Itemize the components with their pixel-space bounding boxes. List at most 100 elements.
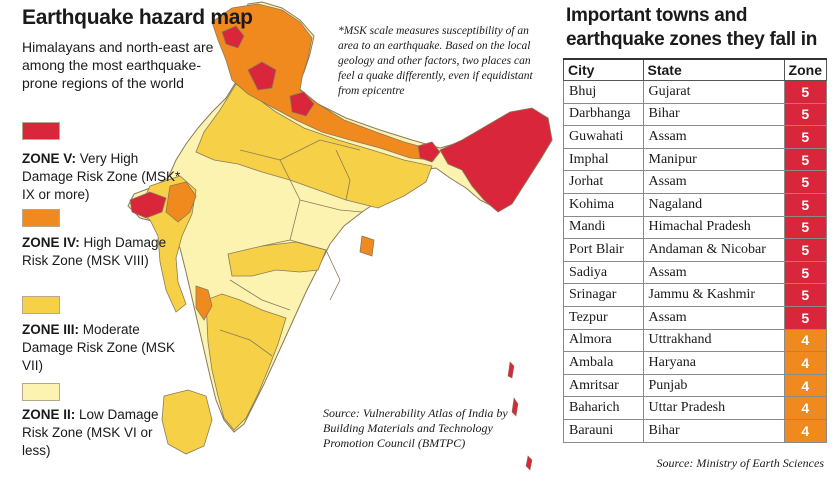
city-cell: Sadiya bbox=[563, 260, 644, 285]
table-row: Guwahati Assam 5 bbox=[563, 125, 828, 149]
state-cell: Punjab bbox=[642, 373, 785, 398]
map-source: Source: Vulnerability Atlas of India by … bbox=[323, 406, 508, 450]
zone-cell: 5 bbox=[783, 80, 828, 104]
zone-cell: 4 bbox=[783, 396, 828, 420]
map-zone-5-kashmir bbox=[221, 25, 245, 49]
zone-cell: 4 bbox=[783, 328, 828, 353]
zone-cell: 4 bbox=[783, 351, 828, 375]
city-cell: Jorhat bbox=[563, 170, 644, 194]
msk-footnote: *MSK scale measures susceptibility of an… bbox=[338, 25, 533, 97]
state-cell: Bihar bbox=[642, 102, 785, 127]
legend-zone-5-desc: Very High Damage Risk Zone (MSK* IX or m… bbox=[22, 151, 181, 202]
zone-cell: 5 bbox=[783, 260, 828, 285]
column-header-state: State bbox=[642, 58, 785, 81]
map-zone-4-gujarat bbox=[165, 181, 197, 223]
city-cell: Barauni bbox=[563, 418, 644, 443]
state-cell: Jammu & Kashmir bbox=[642, 283, 785, 307]
city-cell: Darbhanga bbox=[563, 102, 644, 127]
state-cell: Uttrakhand bbox=[642, 328, 785, 353]
map-zone-5-himachal bbox=[247, 61, 277, 91]
state-cell: Andaman & Nicobar bbox=[642, 238, 785, 262]
map-zone-4-north bbox=[211, 3, 435, 161]
table-row: Srinagar Jammu & Kashmir 5 bbox=[563, 283, 828, 307]
state-cell: Bihar bbox=[642, 418, 785, 443]
table-row: Bhuj Gujarat 5 bbox=[563, 80, 828, 104]
city-cell: Kohima bbox=[563, 192, 644, 217]
city-cell: Guwahati bbox=[563, 125, 644, 149]
zone-cell: 4 bbox=[783, 418, 828, 443]
city-cell: Imphal bbox=[563, 147, 644, 172]
table-row: Imphal Manipur 5 bbox=[563, 147, 828, 172]
legend-zone-5-label: ZONE V: bbox=[22, 151, 77, 166]
map-zone-3-south bbox=[205, 293, 287, 431]
map-zone-5-northeast bbox=[439, 107, 553, 213]
legend-swatch-zone-3 bbox=[22, 296, 60, 314]
zone-cell: 5 bbox=[783, 305, 828, 330]
map-zone-3-north bbox=[195, 83, 433, 209]
map-zone-5-andaman bbox=[507, 361, 533, 471]
legend-item-zone-5: ZONE V: Very High Damage Risk Zone (MSK*… bbox=[22, 150, 182, 204]
table-row: Mandi Himachal Pradesh 5 bbox=[563, 215, 828, 240]
column-header-zone: Zone bbox=[783, 58, 828, 81]
legend-zone-2-desc: Low Damage Risk Zone (MSK VI or less) bbox=[22, 407, 159, 458]
legend-zone-2-label: ZONE II: bbox=[22, 407, 76, 422]
map-zone-5-bihar bbox=[417, 141, 441, 163]
state-cell: Haryana bbox=[642, 351, 785, 375]
table-row: Darbhanga Bihar 5 bbox=[563, 102, 828, 127]
state-boundaries bbox=[219, 139, 363, 357]
map-zone-3-central bbox=[227, 241, 327, 277]
table-source: Source: Ministry of Earth Sciences bbox=[656, 456, 824, 470]
city-cell: Tezpur bbox=[563, 305, 644, 330]
table-row: Amritsar Punjab 4 bbox=[563, 373, 828, 398]
state-cell: Assam bbox=[642, 305, 785, 330]
table-row: Tezpur Assam 5 bbox=[563, 305, 828, 330]
column-header-city: City bbox=[563, 58, 644, 81]
zone-cell: 5 bbox=[783, 215, 828, 240]
legend-item-zone-3: ZONE III: Moderate Damage Risk Zone (MSK… bbox=[22, 321, 182, 375]
legend-item-zone-4: ZONE IV: High Damage Risk Zone (MSK VIII… bbox=[22, 234, 182, 270]
legend-zone-3-label: ZONE III: bbox=[22, 322, 79, 337]
zone-cell: 4 bbox=[783, 373, 828, 398]
table-row: Ambala Haryana 4 bbox=[563, 351, 828, 375]
state-cell: Assam bbox=[642, 125, 785, 149]
table-header-row: City State Zone bbox=[563, 58, 828, 81]
table-row: Baharich Uttar Pradesh 4 bbox=[563, 396, 828, 420]
map-zone-4-patch bbox=[359, 235, 375, 257]
map-zone-5-kutch bbox=[129, 191, 167, 219]
table-title: Important towns and earthquake zones the… bbox=[566, 5, 818, 50]
table-row: Jorhat Assam 5 bbox=[563, 170, 828, 194]
map-subtitle: Himalayans and north-east are among the … bbox=[22, 39, 214, 91]
city-cell: Baharich bbox=[563, 396, 644, 420]
table-row: Kohima Nagaland 5 bbox=[563, 192, 828, 217]
city-cell: Almora bbox=[563, 328, 644, 353]
zone-cell: 5 bbox=[783, 147, 828, 172]
map-title: Earthquake hazard map bbox=[22, 6, 253, 29]
state-cell: Gujarat bbox=[642, 80, 785, 104]
city-cell: Ambala bbox=[563, 351, 644, 375]
zones-table: City State Zone Bhuj Gujarat 5 Darbhanga Bih… bbox=[563, 58, 828, 443]
table-body: Bhuj Gujarat 5 Darbhanga Bihar 5 Guwahati Assam… bbox=[563, 80, 828, 443]
legend-zone-4-label: ZONE IV: bbox=[22, 235, 80, 250]
zone-cell: 5 bbox=[783, 170, 828, 194]
state-cell: Assam bbox=[642, 170, 785, 194]
state-cell: Nagaland bbox=[642, 192, 785, 217]
table-row: Almora Uttrakhand 4 bbox=[563, 328, 828, 353]
zone-cell: 5 bbox=[783, 238, 828, 262]
zone-cell: 5 bbox=[783, 125, 828, 149]
city-cell: Srinagar bbox=[563, 283, 644, 307]
table-row: Port Blair Andaman & Nicobar 5 bbox=[563, 238, 828, 262]
legend-zone-3-desc: Moderate Damage Risk Zone (MSK VII) bbox=[22, 322, 176, 373]
city-cell: Bhuj bbox=[563, 80, 644, 104]
zone-cell: 5 bbox=[783, 283, 828, 307]
legend-swatch-zone-5 bbox=[22, 122, 60, 140]
table-row: Barauni Bihar 4 bbox=[563, 418, 828, 443]
legend-zone-4-desc: High Damage Risk Zone (MSK VIII) bbox=[22, 235, 167, 268]
legend-swatch-zone-4 bbox=[22, 209, 60, 227]
zone-cell: 5 bbox=[783, 102, 828, 127]
city-cell: Port Blair bbox=[563, 238, 644, 262]
zone-cell: 5 bbox=[783, 192, 828, 217]
map-zone-4-west-coast bbox=[195, 285, 213, 321]
state-cell: Uttar Pradesh bbox=[642, 396, 785, 420]
legend-swatch-zone-2 bbox=[22, 383, 60, 401]
state-cell: Manipur bbox=[642, 147, 785, 172]
